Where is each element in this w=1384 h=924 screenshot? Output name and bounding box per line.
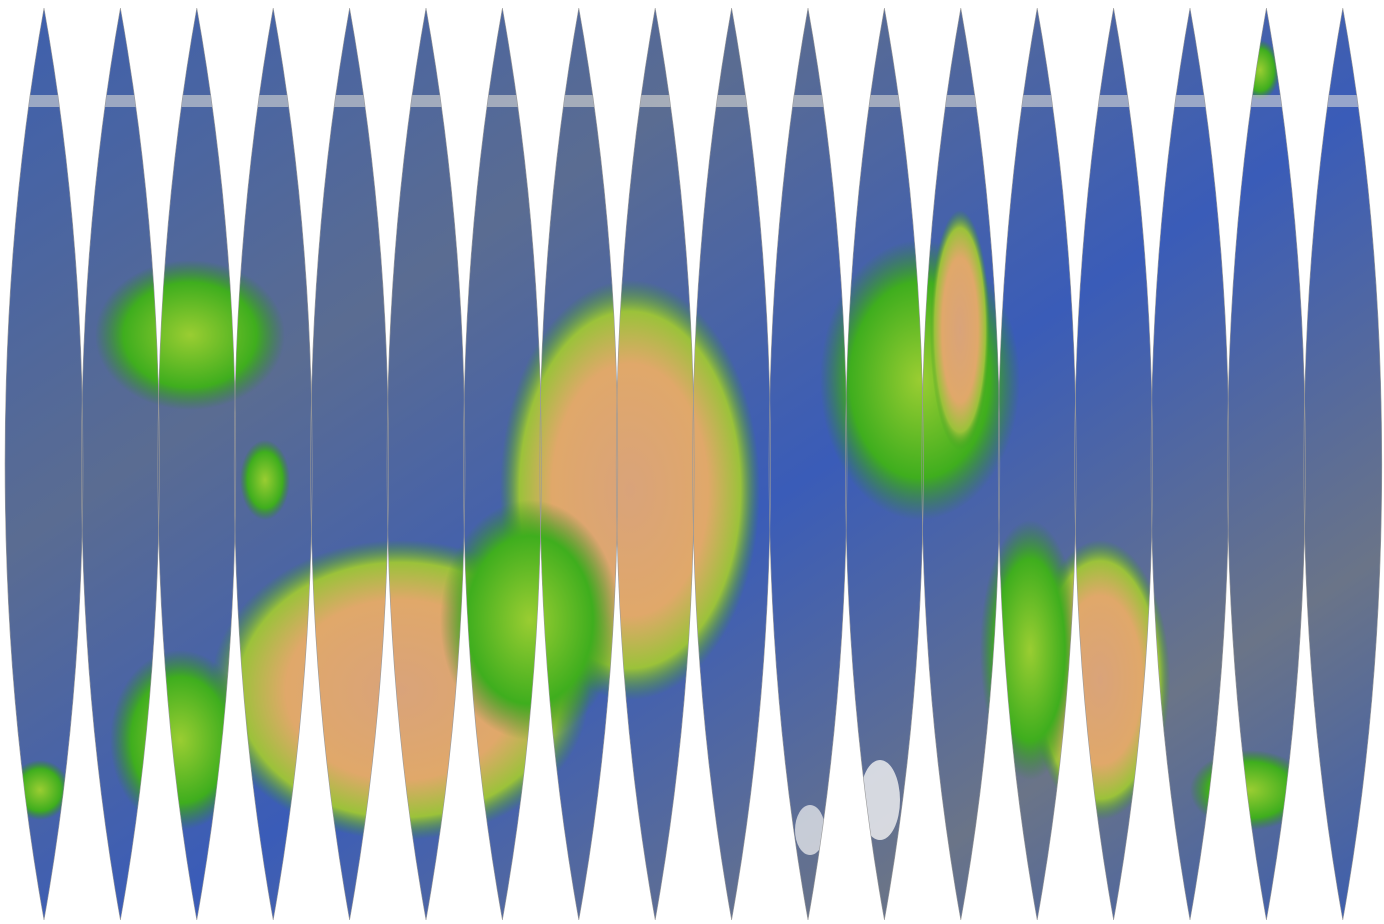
- gore: [1303, 7, 1383, 921]
- gore: [81, 7, 160, 921]
- landmass: [1190, 750, 1310, 830]
- gore: [1227, 7, 1306, 921]
- ice-patch: [860, 760, 900, 840]
- gore: [921, 7, 1001, 921]
- gore: [768, 7, 848, 921]
- gore: [539, 7, 619, 921]
- gore: [233, 7, 313, 921]
- gore: [997, 7, 1077, 921]
- gore: [310, 7, 389, 921]
- gore: [1074, 7, 1153, 921]
- landmass: [240, 440, 290, 520]
- landmass: [1240, 40, 1280, 100]
- gore: [463, 7, 542, 921]
- landmass: [95, 260, 285, 410]
- gore: [157, 7, 237, 921]
- gore: [845, 7, 924, 921]
- gore-outlines: [4, 7, 1383, 921]
- gore: [4, 7, 84, 921]
- gore: [1150, 7, 1230, 921]
- gore: [692, 7, 771, 921]
- ice-patch: [795, 805, 825, 855]
- landmass: [930, 210, 990, 450]
- landmass: [980, 520, 1080, 780]
- polar-ice: [5, 95, 1382, 107]
- gore: [615, 7, 695, 921]
- landmass: [110, 650, 250, 830]
- landmass: [820, 240, 1020, 520]
- landmass: [440, 500, 620, 740]
- gore: [386, 7, 466, 921]
